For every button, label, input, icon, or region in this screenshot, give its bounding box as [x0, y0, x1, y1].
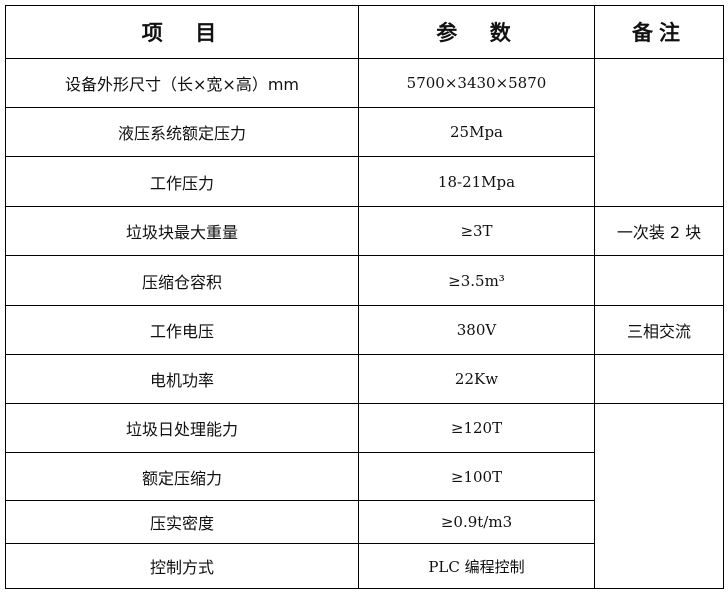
remark-cell: 一次装 2 块: [594, 206, 724, 256]
item-cell: 设备外形尺寸（长×宽×高）mm: [5, 58, 359, 108]
item-cell: 电机功率: [5, 354, 359, 404]
remark-cell: [594, 255, 724, 306]
table-row: 工作电压 380V 三相交流: [5, 305, 724, 355]
table-row: 额定压缩力 ≥100T: [5, 452, 724, 501]
table-row: 液压系统额定压力 25Mpa: [5, 107, 724, 157]
param-cell: 18-21Mpa: [358, 156, 595, 207]
table-row: 垃圾块最大重量 ≥3T 一次装 2 块: [5, 206, 724, 256]
table-row: 压缩仓容积 ≥3.5m³: [5, 255, 724, 306]
param-cell: ≥3.5m³: [358, 255, 595, 306]
table-row: 垃圾日处理能力 ≥120T: [5, 403, 724, 589]
item-cell: 垃圾日处理能力: [5, 403, 359, 453]
spec-table: 项 目 参 数 备注 设备外形尺寸（长×宽×高）mm 5700×3430×587…: [5, 5, 724, 589]
item-cell: 垃圾块最大重量: [5, 206, 359, 256]
remark-cell: [594, 403, 724, 589]
item-cell: 压实密度: [5, 500, 359, 544]
param-cell: ≥3T: [358, 206, 595, 256]
param-cell: ≥120T: [358, 403, 595, 453]
item-cell: 液压系统额定压力: [5, 107, 359, 157]
table-row: 控制方式 PLC 编程控制: [5, 543, 724, 589]
param-cell: 380V: [358, 305, 595, 355]
item-cell: 工作电压: [5, 305, 359, 355]
param-cell: 25Mpa: [358, 107, 595, 157]
header-param: 参 数: [358, 5, 595, 59]
remark-cell: 三相交流: [594, 305, 724, 355]
item-cell: 压缩仓容积: [5, 255, 359, 306]
item-cell: 控制方式: [5, 543, 359, 589]
param-cell: 22Kw: [358, 354, 595, 404]
item-cell: 工作压力: [5, 156, 359, 207]
header-row: 项 目 参 数 备注: [5, 5, 724, 59]
table-row: 电机功率 22Kw: [5, 354, 724, 404]
param-cell: PLC 编程控制: [358, 543, 595, 589]
item-cell: 额定压缩力: [5, 452, 359, 501]
param-cell: 5700×3430×5870: [358, 58, 595, 108]
header-item: 项 目: [5, 5, 359, 59]
header-remark: 备注: [594, 5, 724, 59]
param-cell: ≥0.9t/m3: [358, 500, 595, 544]
param-cell: ≥100T: [358, 452, 595, 501]
table-row: 压实密度 ≥0.9t/m3: [5, 500, 724, 544]
remark-cell: [594, 58, 724, 207]
table-row: 工作压力 18-21Mpa: [5, 156, 724, 207]
table-row: 设备外形尺寸（长×宽×高）mm 5700×3430×5870: [5, 58, 724, 207]
remark-cell: [594, 354, 724, 404]
